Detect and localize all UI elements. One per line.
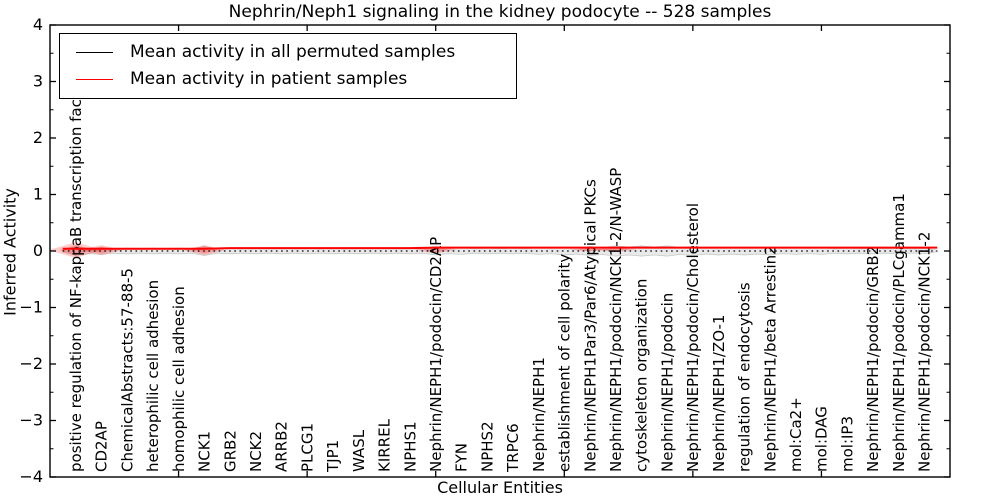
y-tick-label: −4 <box>19 467 43 486</box>
y-tick-label: 0 <box>33 241 43 260</box>
y-tick-label: 2 <box>33 128 43 147</box>
x-tick-label: Nephrin/NEPH1/podocin/CD2AP <box>427 237 445 472</box>
x-tick-label: Nephrin/NEPH1Par3/Par6/Atypical PKCs <box>581 179 599 472</box>
x-tick-label: NCK2 <box>247 431 265 472</box>
x-tick-label: FYN <box>453 443 471 472</box>
patient-violin <box>80 245 123 256</box>
y-tick-label: 3 <box>33 72 43 91</box>
x-tick-label: TRPC6 <box>504 423 522 473</box>
x-axis-label: Cellular Entities <box>437 478 563 497</box>
x-tick-label: NCK1 <box>196 431 214 472</box>
x-tick-label: mol:Ca2+ <box>787 397 805 472</box>
x-tick-label: ChemicalAbstracts:57-88-5 <box>118 268 136 472</box>
legend-entry-permuted: Mean activity in all permuted samples <box>60 44 516 61</box>
patient-violin <box>48 242 103 259</box>
x-tick-label: TJP1 <box>324 440 342 473</box>
chart-title: Nephrin/Neph1 signaling in the kidney po… <box>228 2 772 22</box>
x-tick-label: Nephrin/NEPH1/podocin <box>658 293 676 472</box>
x-tick-label: mol:DAG <box>813 406 831 472</box>
x-tick-label: Nephrin/NEPH1/podocin/PLCgamma1 <box>890 193 908 472</box>
x-tick-label: NPHS1 <box>401 421 419 472</box>
x-tick-label: ARRB2 <box>273 421 291 472</box>
x-tick-label: NPHS2 <box>478 421 496 472</box>
x-tick-label: Nephrin/NEPH1 <box>530 357 548 472</box>
patient-violin-inner <box>602 247 629 252</box>
permuted-line-sample-icon <box>76 52 113 53</box>
legend: Mean activity in all permuted samples Me… <box>59 33 517 99</box>
x-tick-label: Nephrin/NEPH1/podocin/NCK1-2 <box>916 232 934 472</box>
y-tick-label: −1 <box>19 298 43 317</box>
x-tick-label: WASL <box>350 429 368 472</box>
x-tick-label: establishment of cell polarity <box>556 254 574 472</box>
x-tick-label: heterophilic cell adhesion <box>144 280 162 472</box>
x-tick-label: KIRREL <box>376 418 394 472</box>
x-tick-label: Nephrin/NEPH1/podocin/GRB2 <box>864 246 882 472</box>
x-tick-label: mol:IP3 <box>838 416 856 472</box>
patient-mean-line <box>62 246 938 250</box>
patient-violin-inner <box>576 248 604 251</box>
patient-violin <box>594 247 637 253</box>
x-tick-label: positive regulation of NF-kappaB transcr… <box>67 64 85 472</box>
y-tick-label: −2 <box>19 354 43 373</box>
legend-entry-patient: Mean activity in patient samples <box>60 71 516 88</box>
x-tick-label: regulation of endocytosis <box>736 282 754 472</box>
legend-label-patient: Mean activity in patient samples <box>130 69 408 89</box>
x-tick-label: Nephrin/NEPH1/podocin/Cholesterol <box>684 203 702 472</box>
x-tick-label: homophilic cell adhesion <box>170 286 188 472</box>
x-tick-label: cytoskeleton organization <box>633 279 651 472</box>
y-tick-label: −3 <box>19 411 43 430</box>
x-tick-label: GRB2 <box>221 430 239 472</box>
y-tick-label: 1 <box>33 185 43 204</box>
patient-line-sample-icon <box>76 79 113 80</box>
y-tick-label: 4 <box>33 15 43 34</box>
x-tick-label: PLCG1 <box>298 423 316 472</box>
legend-label-permuted: Mean activity in all permuted samples <box>130 42 456 62</box>
patient-violin <box>569 247 611 252</box>
x-tick-label: Nephrin/NEPH1/beta Arrestin2 <box>761 245 779 472</box>
x-tick-label: Nephrin/NEPH1/ZO-1 <box>710 315 728 472</box>
x-tick-label: CD2AP <box>93 421 111 472</box>
patient-violin-inner <box>58 244 93 256</box>
x-tick-label: Nephrin/NEPH1/podocin/NCK1-2/N-WASP <box>607 168 625 472</box>
